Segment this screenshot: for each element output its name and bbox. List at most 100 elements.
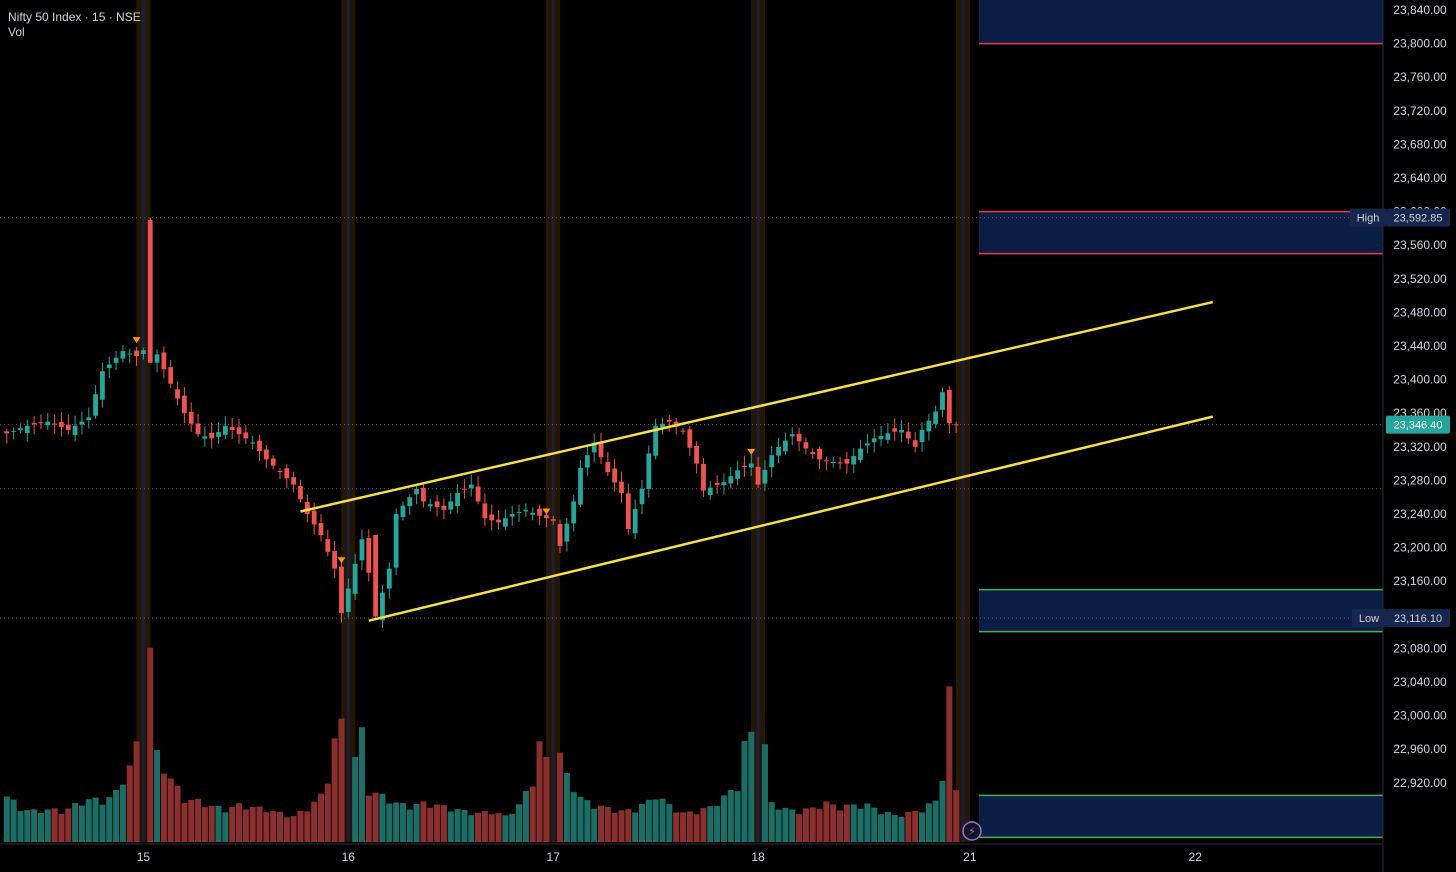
candle-body [236, 427, 242, 435]
candle-body [489, 514, 495, 521]
volume-bar [113, 789, 120, 842]
volume-bar [775, 809, 782, 842]
signal-marker [542, 508, 551, 515]
price-tick-label: 23,200.00 [1393, 541, 1447, 555]
candle-body [571, 501, 577, 524]
volume-bar [386, 803, 393, 842]
volume-bar [256, 806, 263, 842]
symbol-title[interactable]: Nifty 50 Index · 15 · NSE [8, 10, 141, 24]
channel-upper-line [300, 300, 1214, 513]
candle-body [468, 484, 474, 489]
volume-bar [925, 803, 932, 842]
candle-body [4, 431, 10, 434]
svg-text:⚡: ⚡ [968, 825, 976, 838]
candle-body [65, 424, 71, 430]
volume-bar [673, 812, 680, 842]
price-tick-label: 22,920.00 [1393, 776, 1447, 790]
volume-bar [878, 814, 885, 842]
candle-body [127, 353, 133, 355]
candle-body [625, 493, 631, 530]
candle-body [742, 465, 747, 467]
candle-body [783, 440, 788, 452]
time-tick-label: 17 [547, 850, 561, 864]
low-price-tag [1386, 609, 1450, 628]
candle-body [496, 519, 501, 523]
candle-body [373, 535, 379, 617]
candle-body [892, 428, 898, 432]
volume-bar [557, 752, 564, 842]
candle-body [598, 442, 604, 458]
candle-body [462, 488, 467, 490]
volume-bar [420, 801, 427, 842]
high-price-value: 23,592.85 [1394, 213, 1443, 225]
price-tick-label: 23,280.00 [1393, 473, 1447, 487]
volume-bar [481, 811, 488, 842]
volume-bar [167, 778, 174, 842]
volume-bar [188, 799, 195, 842]
candle-body [516, 511, 522, 513]
candle-body [311, 510, 317, 525]
candle-body [298, 486, 303, 500]
signal-marker [337, 557, 346, 564]
volume-bar [58, 813, 65, 842]
price-tick-label: 23,480.00 [1393, 305, 1447, 319]
candle-body [632, 508, 638, 534]
candle-body [885, 433, 891, 440]
candle-body [352, 563, 358, 594]
volume-bar [249, 806, 256, 842]
volume-bar [529, 786, 536, 842]
volume-bar [666, 804, 673, 842]
zone-box [979, 795, 1383, 838]
volume-bar [119, 784, 126, 842]
candle-body [175, 389, 180, 399]
volume-bar [379, 793, 386, 842]
volume-bar [99, 804, 106, 842]
price-tick-label: 23,000.00 [1393, 709, 1447, 723]
volume-bar [65, 808, 72, 842]
volume-bar [618, 810, 625, 842]
candle-body [748, 463, 754, 468]
volume-bar [290, 816, 297, 842]
volume-bar [727, 789, 734, 842]
volume-bar [17, 811, 24, 842]
candle-body [926, 420, 932, 432]
alert-icon[interactable]: ⚡ [962, 821, 982, 841]
volume-bar [789, 809, 796, 842]
volume-bar [338, 718, 345, 842]
volume-bar [584, 800, 591, 842]
candle-body [817, 448, 822, 460]
candle-body [680, 430, 686, 432]
candle-body [564, 523, 570, 542]
volume-bar [850, 804, 857, 842]
candle-body [100, 371, 105, 400]
volume-bar [809, 807, 816, 842]
candle-body [755, 466, 761, 485]
volume-bar [393, 802, 400, 842]
time-tick-label: 21 [963, 850, 977, 864]
candle-body [147, 220, 153, 363]
candle-body [776, 446, 781, 456]
low-price-value: 23,116.10 [1394, 613, 1442, 625]
volume-indicator-label[interactable]: Vol [8, 25, 25, 39]
candle-body [277, 470, 283, 472]
volume-bar [24, 810, 31, 842]
candle-body [154, 354, 160, 363]
candle-body [864, 443, 870, 446]
volume-bar [331, 738, 338, 842]
price-tick-label: 23,560.00 [1393, 238, 1447, 252]
candle-body [912, 440, 918, 447]
volume-bar [174, 785, 181, 842]
volume-bar [358, 727, 365, 842]
volume-bar [78, 805, 85, 842]
candle-body [707, 487, 713, 496]
candle-body [919, 430, 925, 443]
volume-bar [748, 731, 755, 842]
candle-body [11, 430, 17, 432]
volume-bar [297, 810, 304, 842]
volume-bar [277, 811, 283, 842]
candle-body [243, 432, 249, 439]
candle-body [940, 392, 945, 410]
candle-body [714, 482, 720, 485]
volume-bar [37, 813, 44, 842]
